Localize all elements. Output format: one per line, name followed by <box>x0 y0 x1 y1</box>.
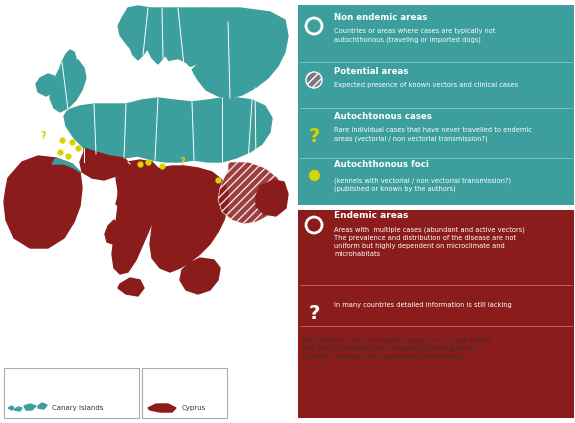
Text: (kennels with vectorial / non vectorial transmission?)
(published or known by th: (kennels with vectorial / non vectorial … <box>334 177 511 192</box>
Polygon shape <box>116 192 126 208</box>
Polygon shape <box>50 58 86 112</box>
Text: ?: ? <box>179 157 185 167</box>
Polygon shape <box>118 6 162 60</box>
Text: Canary Islands: Canary Islands <box>52 405 104 411</box>
Polygon shape <box>148 404 176 412</box>
Text: Countries or areas where cases are typically not
autochthonous (traveling or imp: Countries or areas where cases are typic… <box>334 28 496 42</box>
Polygon shape <box>118 278 144 296</box>
Text: Autochtonous cases: Autochtonous cases <box>334 112 432 121</box>
Polygon shape <box>52 158 80 172</box>
Polygon shape <box>8 406 14 410</box>
Text: Areas with  multiple cases (abundant and active vectors)
The prevalence and dist: Areas with multiple cases (abundant and … <box>334 226 525 256</box>
Polygon shape <box>142 8 178 64</box>
Polygon shape <box>218 162 282 224</box>
Polygon shape <box>150 166 228 272</box>
Text: ?: ? <box>308 127 320 146</box>
Polygon shape <box>14 407 22 411</box>
Text: Expected presence of known vectors and clinical cases: Expected presence of known vectors and c… <box>334 82 518 88</box>
Polygon shape <box>38 403 47 409</box>
Polygon shape <box>180 258 220 294</box>
Text: Rare individual cases that have never travelled to endemic
areas (vectorial / no: Rare individual cases that have never tr… <box>334 127 532 142</box>
Text: Non endemic areas: Non endemic areas <box>334 13 427 22</box>
Polygon shape <box>112 160 162 274</box>
Text: The northern limits of endemic areas are not well known.
The limits presented ar: The northern limits of endemic areas are… <box>302 338 494 360</box>
Text: ?: ? <box>308 304 320 323</box>
Bar <box>142 368 227 418</box>
Polygon shape <box>165 60 192 88</box>
Polygon shape <box>256 180 288 216</box>
Polygon shape <box>80 148 130 180</box>
Polygon shape <box>192 8 288 98</box>
Polygon shape <box>24 404 36 410</box>
Circle shape <box>306 72 322 88</box>
Polygon shape <box>178 8 232 66</box>
Bar <box>4 368 139 418</box>
Polygon shape <box>4 156 82 248</box>
Text: ?: ? <box>40 131 46 141</box>
Text: Endemic areas: Endemic areas <box>334 211 408 220</box>
Polygon shape <box>62 50 76 66</box>
Text: Cyprus: Cyprus <box>182 405 206 411</box>
Polygon shape <box>160 8 205 68</box>
Text: Potential areas: Potential areas <box>334 67 408 76</box>
Text: In many countries detailed information is still lacking: In many countries detailed information i… <box>334 302 512 308</box>
Polygon shape <box>105 220 118 244</box>
Text: Autochthonous foci: Autochthonous foci <box>334 160 429 169</box>
Bar <box>298 5 574 205</box>
Polygon shape <box>64 98 272 162</box>
Polygon shape <box>36 74 56 96</box>
Bar <box>298 210 574 418</box>
